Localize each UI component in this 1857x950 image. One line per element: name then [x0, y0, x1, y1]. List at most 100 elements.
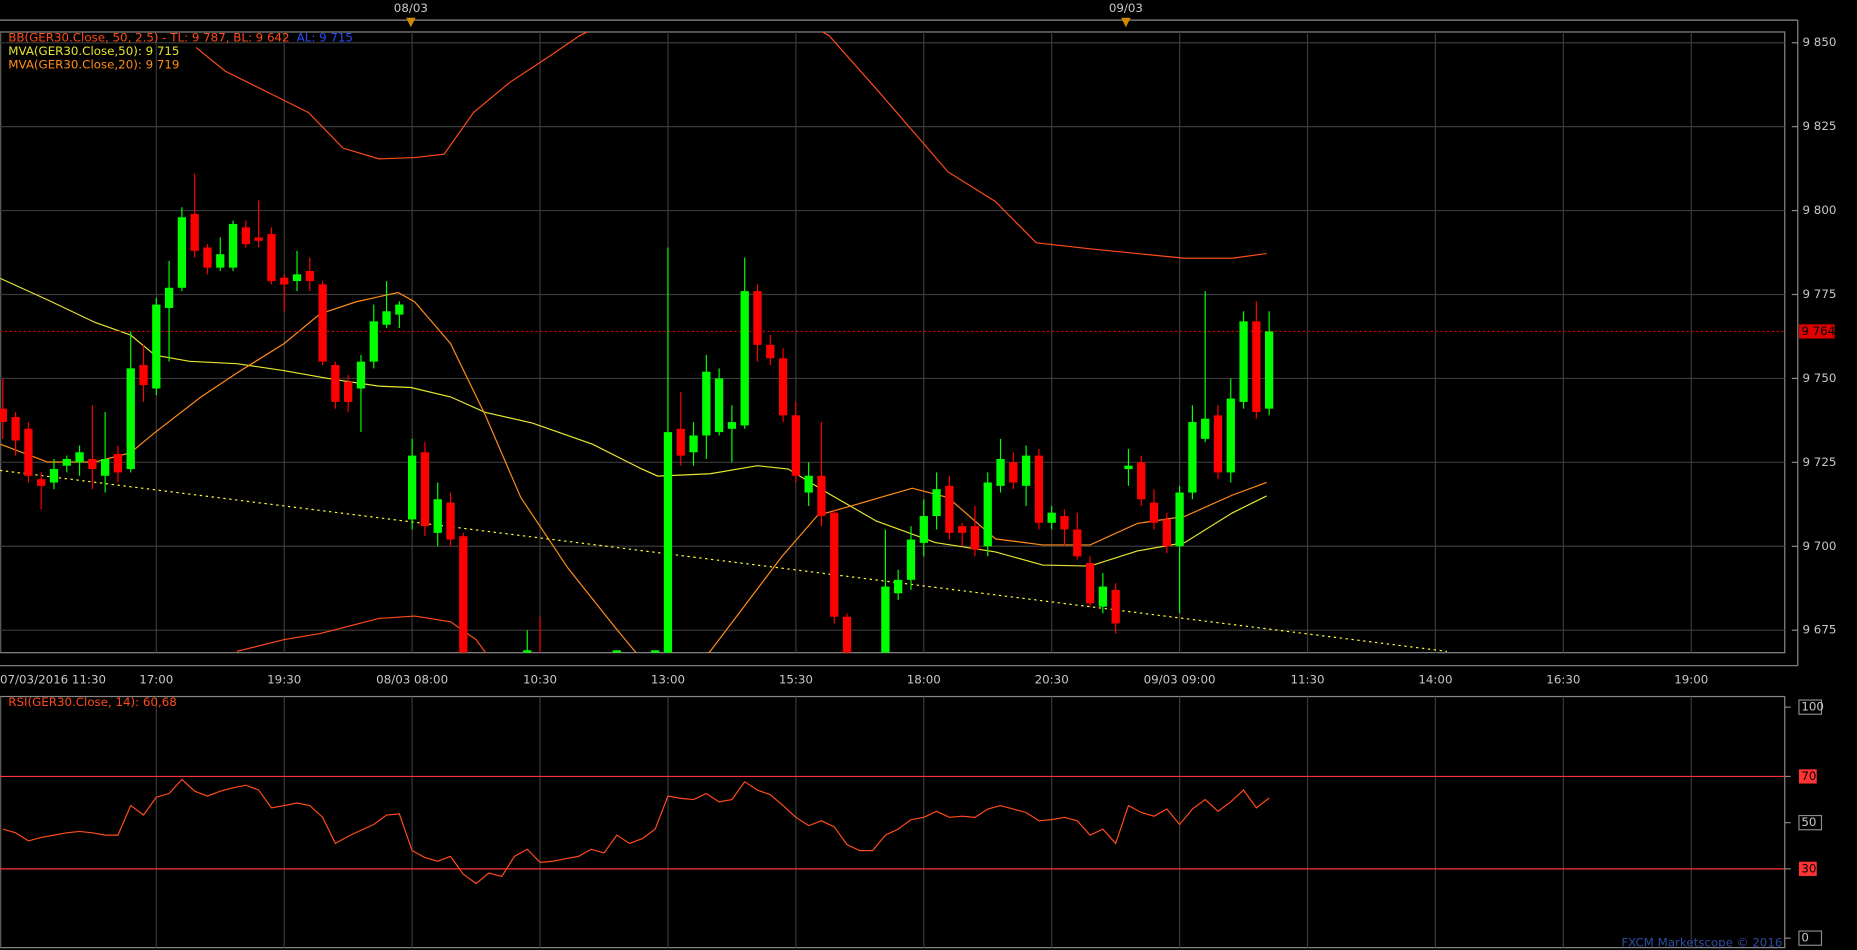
candle-body: [267, 234, 276, 282]
candle-body: [817, 475, 826, 517]
candle-body: [523, 650, 532, 653]
candle-body: [228, 223, 238, 268]
candle-body: [1124, 465, 1133, 470]
candle-body: [88, 458, 97, 470]
candle-body: [177, 217, 187, 288]
last-price-box: [1798, 324, 1835, 339]
y-tick-box: [1798, 814, 1823, 831]
candle-body: [1175, 492, 1184, 547]
candle-body: [996, 458, 1005, 486]
candle-body: [305, 270, 314, 282]
candle-body: [958, 526, 967, 533]
indicator-line: [0, 469, 1448, 652]
legend-entry: MVA(GER30.Close,20): 9 719: [8, 58, 179, 72]
candle-body: [254, 237, 263, 241]
candle-body: [1226, 398, 1235, 473]
candle-body: [126, 368, 135, 470]
candle-body: [344, 381, 353, 402]
candle-body: [139, 364, 148, 386]
candle-body: [203, 247, 212, 268]
x-tick-label: 18:00: [907, 672, 941, 686]
candle-body: [1213, 415, 1223, 473]
candle-body: [714, 378, 724, 433]
candle-body: [651, 650, 660, 653]
price-plot: [0, 31, 1785, 653]
x-tick-label: 08/03 08:00: [376, 672, 448, 686]
candle-body: [804, 475, 813, 493]
candle-body: [1149, 502, 1159, 523]
candle-body: [727, 422, 737, 429]
candle-body: [881, 586, 890, 653]
candle-body: [663, 432, 673, 653]
x-tick-label: 15:30: [779, 672, 813, 686]
x-tick-label: 19:00: [1674, 672, 1708, 686]
x-tick-label: 09/03 09:00: [1144, 672, 1216, 686]
candle-body: [1073, 529, 1082, 557]
y-tick-label: 9 800: [1803, 203, 1837, 217]
x-tick-label: 11:30: [1290, 672, 1324, 686]
grid: [0, 31, 1785, 948]
rsi-plot: [0, 775, 1785, 885]
indicator-line: [2, 778, 1270, 885]
candle-body: [280, 277, 289, 285]
candle-body: [0, 408, 7, 423]
candle-body: [446, 502, 455, 540]
candle-body: [49, 469, 59, 483]
candle-body: [37, 479, 46, 486]
candle-body: [1009, 462, 1018, 483]
y-tick-label: 9 725: [1803, 455, 1837, 469]
candle-body: [1034, 455, 1044, 523]
candle-body: [689, 435, 698, 453]
y-tick-label: 9 850: [1803, 35, 1837, 49]
session-label: 08/03: [394, 1, 428, 15]
candle-body: [753, 291, 762, 345]
indicator-line: [0, 277, 1267, 567]
candle-body: [152, 304, 161, 389]
y-tick-label: 9 775: [1803, 287, 1837, 301]
candle-body: [945, 485, 954, 533]
candle-body: [1162, 519, 1171, 547]
candle-body: [420, 452, 430, 527]
candle-body: [407, 455, 417, 520]
candle-body: [1252, 321, 1261, 412]
candle-body: [369, 321, 378, 362]
candle-body: [24, 428, 33, 476]
candle-body: [1021, 455, 1031, 486]
last-price-label: 9 764: [1801, 324, 1835, 338]
candle-body: [676, 428, 685, 456]
candle-body: [702, 371, 711, 436]
candle-body: [932, 489, 941, 517]
candle-body: [906, 539, 916, 580]
y-tick-label: 0: [1801, 931, 1809, 945]
candle-body: [983, 482, 992, 547]
candle-body: [190, 213, 199, 251]
y-tick-label: 30: [1801, 861, 1816, 875]
candle-body: [791, 415, 801, 476]
candle-body: [970, 526, 980, 550]
candle-body: [100, 458, 110, 476]
candle-body: [1188, 422, 1197, 493]
candle-body: [1201, 418, 1210, 439]
candle-body: [1085, 563, 1095, 604]
candle-body: [113, 453, 123, 473]
candle-body: [1098, 586, 1108, 607]
y-tick-box: [1798, 861, 1817, 876]
legend-entry: RSI(GER30.Close, 14): 60,68: [8, 695, 176, 709]
x-tick-label: 07/03/2016 11:30: [0, 672, 106, 686]
x-tick-label: 16:30: [1546, 672, 1580, 686]
y-tick-label: 9 700: [1803, 539, 1837, 553]
candle-body: [830, 512, 839, 617]
y-tick-label: 100: [1801, 700, 1824, 714]
candle-body: [1111, 589, 1120, 624]
annotation: AL: 9 715: [297, 30, 353, 44]
candle-body: [292, 274, 302, 282]
y-tick-box: [1798, 769, 1817, 784]
y-tick-label: 9 750: [1803, 371, 1837, 385]
session-marker: [406, 17, 416, 28]
candle-body: [382, 311, 391, 325]
candle-body: [842, 616, 852, 653]
y-tick-label: 50: [1801, 815, 1816, 829]
